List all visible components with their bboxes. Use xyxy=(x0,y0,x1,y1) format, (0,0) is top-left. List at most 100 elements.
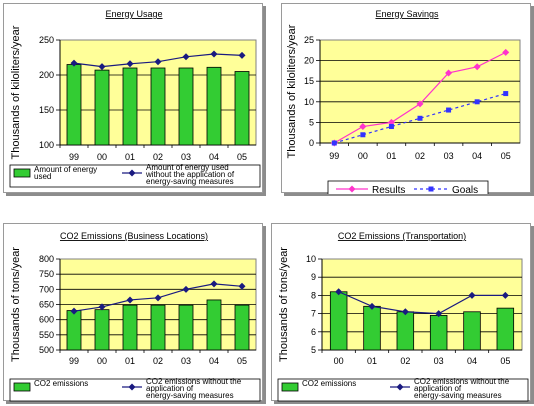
y-tick-label: 100 xyxy=(39,140,54,150)
y-tick-label: 15 xyxy=(304,76,314,86)
x-tick-label: 02 xyxy=(415,151,425,161)
data-point xyxy=(388,124,394,130)
y-tick-label: 600 xyxy=(39,315,54,325)
bar xyxy=(94,309,110,351)
x-tick-label: 05 xyxy=(237,152,247,162)
data-point xyxy=(416,100,424,108)
y-tick-label: 200 xyxy=(39,70,54,80)
data-point xyxy=(98,63,106,71)
data-point xyxy=(335,288,343,296)
data-point xyxy=(428,186,434,192)
series-line xyxy=(338,291,506,315)
chart-svg: Energy Usage 100 150 200 250 Thousands of kil… xyxy=(9,9,261,188)
data-point xyxy=(70,59,78,67)
data-point xyxy=(501,291,509,299)
data-point xyxy=(417,115,423,121)
x-tick-label: 99 xyxy=(69,356,79,366)
data-point xyxy=(154,294,162,302)
y-tick-label: 650 xyxy=(39,300,54,310)
co2-business-locations-chart: CO2 Emissions (Business Locations) 500 550… xyxy=(3,223,263,402)
x-tick-label: 99 xyxy=(329,151,339,161)
data-point xyxy=(503,91,509,97)
y-axis-label: Thousands of tons/year xyxy=(278,247,290,362)
bar xyxy=(206,66,222,146)
data-point xyxy=(502,48,510,56)
data-point xyxy=(210,280,218,288)
plot-area xyxy=(319,39,521,144)
data-point xyxy=(348,185,356,193)
x-tick-label: 00 xyxy=(334,356,344,366)
bar xyxy=(396,311,415,351)
chart-svg: CO2 Emissions (Transportation) 5 6 7 8 9 10 Tho… xyxy=(277,231,529,402)
y-tick-label: 20 xyxy=(304,56,314,66)
data-point xyxy=(445,69,453,77)
y-tick-label: 9 xyxy=(311,272,316,282)
legend-swatch xyxy=(13,168,31,178)
y-tick-label: 10 xyxy=(306,254,316,264)
data-point xyxy=(359,123,367,131)
legend-box xyxy=(277,378,529,402)
chart-title: CO2 Emissions (Transportation) xyxy=(338,231,466,241)
x-tick-label: 01 xyxy=(125,152,135,162)
data-point xyxy=(468,291,476,299)
bar xyxy=(329,291,348,351)
x-tick-label: 02 xyxy=(400,356,410,366)
data-point xyxy=(238,51,246,59)
data-point xyxy=(70,307,78,315)
energy-usage-chart: Energy Usage 100 150 200 250 Thousands of kil… xyxy=(3,3,263,193)
x-tick-label: 01 xyxy=(367,356,377,366)
data-point xyxy=(360,132,366,138)
y-tick-label: 250 xyxy=(39,35,54,45)
y-tick-label: 150 xyxy=(39,105,54,115)
x-tick-label: 05 xyxy=(501,151,511,161)
y-tick-label: 7 xyxy=(311,309,316,319)
y-tick-label: 700 xyxy=(39,284,54,294)
x-tick-label: 00 xyxy=(97,152,107,162)
legend-swatch xyxy=(281,382,299,392)
bar xyxy=(150,67,166,146)
legend-label: CO2 emissions xyxy=(302,379,356,388)
x-tick-label: 04 xyxy=(209,152,219,162)
chart-title: CO2 Emissions (Business Locations) xyxy=(60,231,208,241)
x-tick-label: 00 xyxy=(97,356,107,366)
data-point xyxy=(98,303,106,311)
legend-box xyxy=(9,164,261,188)
y-tick-label: 6 xyxy=(311,327,316,337)
bar xyxy=(234,304,250,351)
y-tick-label: 0 xyxy=(309,138,314,148)
bar xyxy=(234,71,250,146)
y-axis-label: Thousands of kiloliters/year xyxy=(286,24,298,158)
y-axis-label: Thousands of tons/year xyxy=(10,247,22,362)
bar xyxy=(178,67,194,146)
energy-savings-chart: Energy Savings 0 5 10 15 20 25 Thousands of kil… xyxy=(281,3,531,194)
data-point xyxy=(368,302,376,310)
co2-transportation-chart: CO2 Emissions (Transportation) 5 6 7 8 9 10 Tho… xyxy=(271,223,531,402)
chart-title: Energy Usage xyxy=(105,9,162,19)
x-tick-label: 04 xyxy=(472,151,482,161)
bar xyxy=(122,67,138,146)
y-tick-label: 25 xyxy=(304,35,314,45)
y-tick-label: 500 xyxy=(39,345,54,355)
y-axis-label: Thousands of kiloliters/year xyxy=(10,25,22,159)
legend-label: Amount of energy used xyxy=(34,165,97,181)
legend-label: Goals xyxy=(452,185,478,194)
data-point xyxy=(128,169,136,177)
y-tick-label: 10 xyxy=(304,97,314,107)
plot-area xyxy=(321,258,523,351)
y-tick-label: 5 xyxy=(309,117,314,127)
x-tick-label: 04 xyxy=(467,356,477,366)
bar xyxy=(94,69,110,146)
y-tick-label: 550 xyxy=(39,330,54,340)
data-point xyxy=(401,308,409,316)
data-point xyxy=(126,296,134,304)
bar xyxy=(122,304,138,351)
legend-box xyxy=(9,378,261,402)
bar xyxy=(150,304,166,351)
x-tick-label: 01 xyxy=(386,151,396,161)
chart-svg: CO2 Emissions (Business Locations) 500 550… xyxy=(9,231,261,402)
data-point xyxy=(154,58,162,66)
legend-label: CO2 emissions without the application of e… xyxy=(146,377,242,400)
legend-label: Results xyxy=(372,185,405,194)
x-tick-label: 99 xyxy=(69,152,79,162)
